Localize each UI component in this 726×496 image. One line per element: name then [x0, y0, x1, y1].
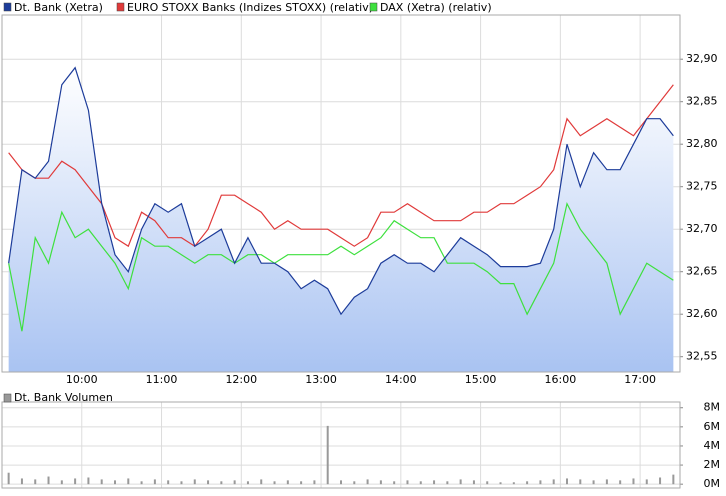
y-tick-label: 32,90: [686, 52, 718, 65]
x-tick-label: 14:00: [385, 373, 417, 386]
plot-frame: [1, 14, 681, 373]
volume-bar: [353, 481, 356, 485]
volume-bar: [605, 479, 608, 485]
volume-bar: [300, 481, 303, 485]
volume-bar: [20, 478, 23, 485]
volume-bar: [433, 480, 436, 485]
series-line: [8, 84, 674, 248]
volume-bar: [313, 480, 316, 485]
volume-bar: [552, 479, 555, 485]
y-tick-label: 32,60: [686, 307, 718, 320]
volume-bar: [260, 479, 263, 485]
legend-swatch: [369, 2, 378, 12]
volume-bar: [393, 481, 396, 485]
volume-bar: [566, 478, 568, 485]
series-line: [8, 66, 674, 316]
volume-bar: [499, 482, 502, 485]
volume-bar: [47, 476, 50, 485]
x-tick-label: 11:00: [146, 373, 178, 386]
volume-bar: [645, 479, 648, 485]
volume-bar: [34, 479, 37, 485]
volume-bar: [366, 479, 369, 485]
volume-bar: [74, 478, 77, 485]
volume-bar: [207, 480, 210, 485]
x-tick-label: 15:00: [465, 373, 497, 386]
volume-bar: [273, 481, 276, 485]
y-tick-label: 32,55: [686, 350, 718, 363]
y-tick-label: 2M: [704, 458, 721, 471]
volume-bar: [579, 479, 582, 485]
y-tick-label: 32,75: [686, 180, 718, 193]
series-line: [8, 201, 674, 332]
y-tick-label: 32,65: [686, 265, 718, 278]
volume-bar: [379, 480, 382, 485]
volume-bar: [140, 481, 143, 485]
y-tick-label: 32,70: [686, 222, 718, 235]
volume-bar: [472, 480, 475, 485]
volume-panel: 0M 2M 4M 6M 8M: [2, 401, 720, 490]
x-tick-label: 12:00: [225, 373, 257, 386]
volume-bar: [512, 482, 515, 485]
volume-bar: [419, 481, 422, 485]
volume-bar: [87, 477, 90, 485]
volume-bar: [672, 474, 675, 485]
volume-bar: [539, 480, 542, 485]
volume-bar: [220, 481, 223, 485]
volume-bar: [406, 480, 409, 485]
legend-swatch: [3, 393, 12, 403]
legend-label: DAX (Xetra) (relativ): [380, 1, 492, 14]
volume-bar: [326, 425, 329, 485]
y-tick-label: 8M: [704, 401, 721, 414]
x-tick-label: 10:00: [66, 373, 98, 386]
volume-bar: [167, 480, 170, 485]
volume-bar: [60, 480, 63, 485]
volume-bar: [526, 481, 529, 485]
volume-bar: [193, 479, 196, 485]
y-tick-label: 32,80: [686, 137, 718, 150]
volume-bar: [233, 480, 236, 485]
legend: Dt. Bank (Xetra) EURO STOXX Banks (Indiz…: [3, 1, 492, 404]
volume-bar: [659, 477, 662, 485]
volume-bar: [592, 480, 595, 485]
y-tick-label: 0M: [704, 477, 721, 490]
legend-swatch: [116, 2, 125, 12]
x-tick-label: 16:00: [545, 373, 577, 386]
volume-bar: [180, 481, 183, 485]
volume-bar: [100, 479, 103, 485]
x-tick-label: 13:00: [305, 373, 337, 386]
volume-bar: [619, 480, 622, 485]
volume-bar: [127, 478, 130, 485]
y-tick-label: 4M: [704, 439, 721, 452]
volume-bar: [286, 480, 289, 485]
volume-frame: [1, 401, 681, 489]
volume-bar: [340, 480, 342, 485]
volume-bar: [246, 481, 249, 485]
price-panel: 10:00 11:00 12:00 13:00 14:00 15:00 16:00 17:00…: [2, 15, 718, 386]
x-tick-label: 17:00: [624, 373, 656, 386]
volume-bar: [632, 478, 635, 485]
y-tick-label: 6M: [704, 420, 721, 433]
volume-bar: [486, 481, 489, 485]
legend-label: EURO STOXX Banks (Indizes STOXX) (relati…: [127, 1, 373, 14]
y-tick-label: 32,85: [686, 95, 718, 108]
legend-label: Dt. Bank Volumen: [14, 391, 113, 404]
legend-label: Dt. Bank (Xetra): [14, 1, 103, 14]
volume-bar: [7, 472, 10, 485]
volume-bar: [446, 481, 449, 485]
volume-bar: [153, 479, 156, 485]
legend-swatch: [3, 2, 12, 12]
area: [8, 67, 674, 372]
volume-bar: [114, 480, 116, 485]
volume-bar: [459, 479, 462, 485]
